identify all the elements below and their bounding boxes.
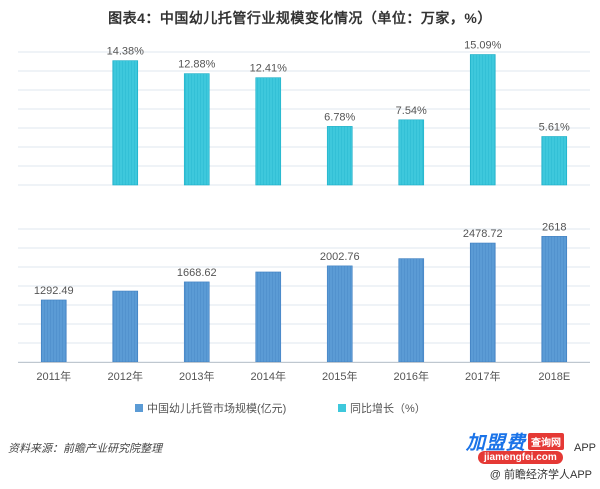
growth-bar-3[interactable] bbox=[255, 77, 282, 186]
x-axis: 2011年 2012年 2013年 2014年 2015年 2016年 2017年 2018E bbox=[18, 362, 590, 383]
growth-data-label-3: 12.41% bbox=[250, 63, 288, 75]
x-tick-label-3: 2014年 bbox=[251, 369, 286, 383]
logo-tag-text: 查询网 bbox=[528, 433, 565, 450]
growth-bar-1[interactable] bbox=[112, 60, 139, 186]
market-bars: 1292.49 1668.62 2002.76 2478.72 2618 bbox=[34, 221, 568, 363]
x-tick-label-4: 2015年 bbox=[322, 369, 357, 383]
growth-data-label-6: 15.09% bbox=[464, 40, 502, 52]
legend-item-growth[interactable]: 同比增长（%） bbox=[338, 400, 426, 416]
x-tick-label-5: 2016年 bbox=[394, 369, 429, 383]
bar-chart: 14.38%12.88% 12.41%6.78%7.54%15.09%5.61% … bbox=[18, 40, 590, 383]
market-data-label-4: 2002.76 bbox=[320, 251, 360, 263]
legend-label-growth: 同比增长（%） bbox=[350, 403, 426, 415]
market-data-label-2: 1668.62 bbox=[177, 267, 217, 279]
legend-label-market: 中国幼儿托管市场规模(亿元) bbox=[147, 403, 287, 415]
growth-data-label-1: 14.38% bbox=[107, 46, 145, 58]
legend-swatch-market bbox=[135, 404, 143, 412]
x-tick-label-7: 2018E bbox=[538, 371, 570, 383]
jiamengfei-logo[interactable]: 加盟费 查询网 jiamengfei.com bbox=[466, 428, 570, 468]
growth-bar-2[interactable] bbox=[183, 73, 210, 186]
logo-main-text: 加盟费 bbox=[466, 433, 527, 454]
market-bar-0[interactable] bbox=[40, 299, 67, 363]
legend-swatch-growth bbox=[338, 404, 346, 412]
source-note: 资料来源：前瞻产业研究院整理 bbox=[8, 443, 162, 455]
market-bar-4[interactable] bbox=[326, 265, 353, 363]
x-tick-label-2: 2013年 bbox=[179, 369, 214, 383]
x-tick-label-1: 2012年 bbox=[108, 369, 143, 383]
growth-bar-4[interactable] bbox=[326, 126, 353, 186]
market-bar-1[interactable] bbox=[112, 290, 139, 363]
growth-bar-6[interactable] bbox=[469, 54, 496, 186]
app-credit: @ 前瞻经济学人APP bbox=[489, 469, 592, 481]
market-data-label-0: 1292.49 bbox=[34, 285, 74, 297]
legend: 中国幼儿托管市场规模(亿元) 同比增长（%） bbox=[0, 396, 600, 416]
market-bar-5[interactable] bbox=[398, 258, 425, 363]
growth-bar-7[interactable] bbox=[541, 136, 568, 186]
growth-bars: 14.38% 12.88% 12.41% 6.78% 7.54% 15.09% 5.61% bbox=[107, 40, 570, 186]
market-bar-3[interactable] bbox=[255, 271, 282, 363]
chart-title: 图表4：中国幼儿托管行业规模变化情况（单位：万家，%） bbox=[108, 10, 492, 26]
logo-url-text: jiamengfei.com bbox=[478, 451, 563, 464]
legend-item-market[interactable]: 中国幼儿托管市场规模(亿元) bbox=[135, 400, 286, 416]
market-data-label-7: 2618 bbox=[542, 221, 566, 233]
market-data-label-6: 2478.72 bbox=[463, 228, 503, 240]
x-tick-label-6: 2017年 bbox=[465, 369, 500, 383]
growth-data-label-4: 6.78% bbox=[324, 111, 355, 123]
growth-data-label-5: 7.54% bbox=[396, 105, 427, 117]
market-bar-7[interactable] bbox=[541, 236, 568, 363]
growth-data-label-2: 12.88% bbox=[178, 59, 216, 71]
grid-lines bbox=[18, 51, 590, 363]
growth-bar-5[interactable] bbox=[398, 119, 425, 186]
growth-data-label-7: 5.61% bbox=[539, 121, 570, 133]
market-bar-2[interactable] bbox=[183, 281, 210, 363]
x-tick-label-0: 2011年 bbox=[36, 369, 71, 383]
market-bar-6[interactable] bbox=[469, 242, 496, 363]
app-suffix: APP bbox=[574, 442, 597, 454]
